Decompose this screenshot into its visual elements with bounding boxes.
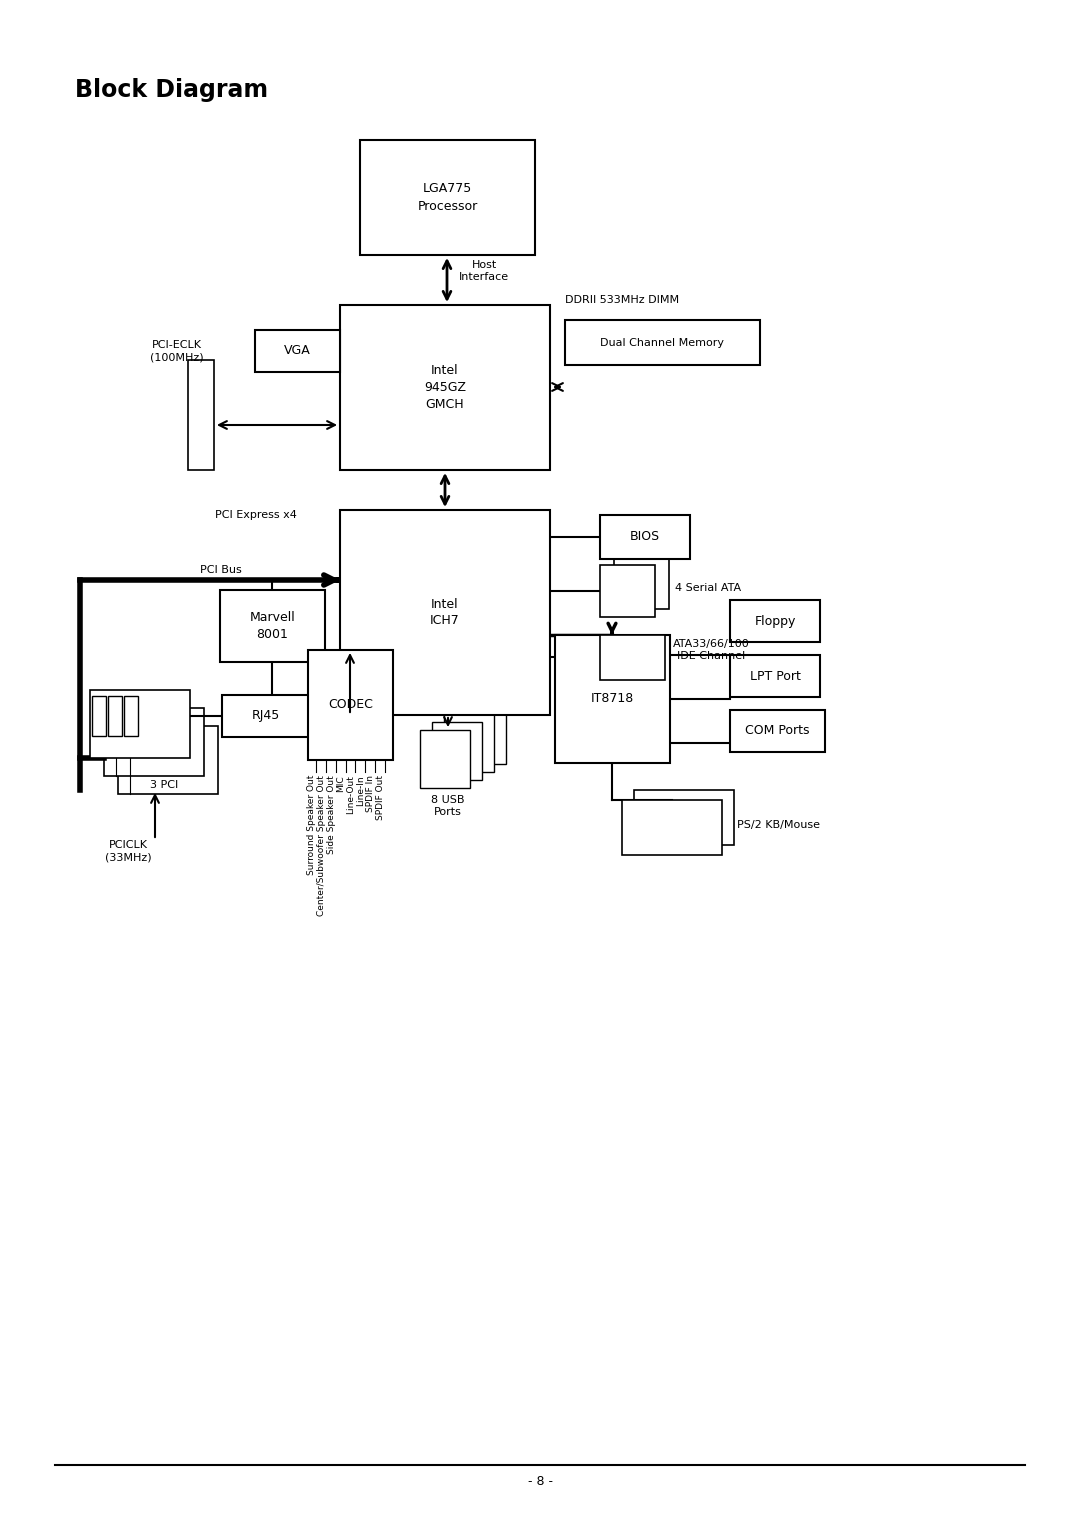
Bar — [90, 690, 190, 758]
Bar — [456, 706, 507, 764]
Bar — [255, 330, 340, 372]
Bar — [600, 566, 654, 618]
Text: BIOS: BIOS — [630, 531, 660, 543]
Text: Surround Speaker Out: Surround Speaker Out — [307, 775, 316, 876]
Text: Block Diagram: Block Diagram — [75, 78, 268, 102]
Text: Dual Channel Memory: Dual Channel Memory — [600, 338, 725, 347]
Text: SPDIF In: SPDIF In — [366, 775, 375, 812]
Bar — [124, 696, 138, 735]
Bar — [432, 722, 482, 780]
Bar — [340, 304, 550, 469]
Text: VGA: VGA — [284, 344, 311, 358]
Bar — [104, 708, 204, 777]
Text: IT8718: IT8718 — [591, 693, 634, 705]
Bar — [600, 515, 690, 560]
Text: 4 Serial ATA: 4 Serial ATA — [675, 583, 741, 593]
Bar — [622, 800, 723, 855]
Text: ATA33/66/100
IDE Channel: ATA33/66/100 IDE Channel — [673, 639, 750, 662]
Bar — [92, 696, 106, 735]
Text: DDRII 533MHz DIMM: DDRII 533MHz DIMM — [565, 295, 679, 304]
Text: 3 PCI: 3 PCI — [150, 780, 178, 790]
Bar — [360, 141, 535, 255]
Text: PCI Express x4: PCI Express x4 — [215, 511, 297, 520]
Text: RJ45: RJ45 — [252, 709, 280, 723]
Bar — [600, 635, 665, 680]
Text: MIC: MIC — [337, 775, 346, 792]
Bar — [565, 320, 760, 365]
Bar — [615, 557, 669, 609]
Bar — [308, 650, 393, 760]
Text: LPT Port: LPT Port — [750, 670, 800, 682]
Text: PS/2 KB/Mouse: PS/2 KB/Mouse — [737, 820, 820, 830]
Bar — [188, 359, 214, 469]
Text: 8 USB
Ports: 8 USB Ports — [431, 795, 464, 818]
Bar — [108, 696, 122, 735]
Bar — [555, 635, 670, 763]
Text: Side Speaker Out: Side Speaker Out — [327, 775, 336, 853]
Bar — [634, 790, 734, 846]
Text: COM Ports: COM Ports — [745, 725, 810, 737]
Text: Center/Subwoofer Speaker Out: Center/Subwoofer Speaker Out — [316, 775, 326, 916]
Text: LGA775
Processor: LGA775 Processor — [417, 182, 477, 213]
Text: Marvell
8001: Marvell 8001 — [249, 612, 295, 641]
Text: Line-Out: Line-Out — [347, 775, 355, 813]
Bar — [730, 709, 825, 752]
Bar — [222, 696, 310, 737]
Text: PCI Bus: PCI Bus — [200, 566, 242, 575]
Bar — [444, 714, 494, 772]
Bar — [730, 599, 820, 642]
Text: - 8 -: - 8 - — [527, 1475, 553, 1488]
Text: Intel
945GZ
GMCH: Intel 945GZ GMCH — [424, 364, 465, 411]
Text: Host
Interface: Host Interface — [459, 260, 509, 283]
Text: SPDIF Out: SPDIF Out — [376, 775, 384, 820]
Bar — [220, 590, 325, 662]
Text: Line-In: Line-In — [356, 775, 365, 806]
Text: Intel
ICH7: Intel ICH7 — [430, 598, 460, 627]
Bar — [340, 511, 550, 716]
Bar — [118, 726, 218, 794]
Bar — [420, 729, 470, 787]
Text: CODEC: CODEC — [328, 699, 373, 711]
Text: PCICLK
(33MHz): PCICLK (33MHz) — [105, 839, 151, 862]
Bar — [730, 654, 820, 697]
Text: Floppy: Floppy — [754, 615, 796, 627]
Text: PCI-ECLK
(100MHz): PCI-ECLK (100MHz) — [150, 339, 204, 362]
